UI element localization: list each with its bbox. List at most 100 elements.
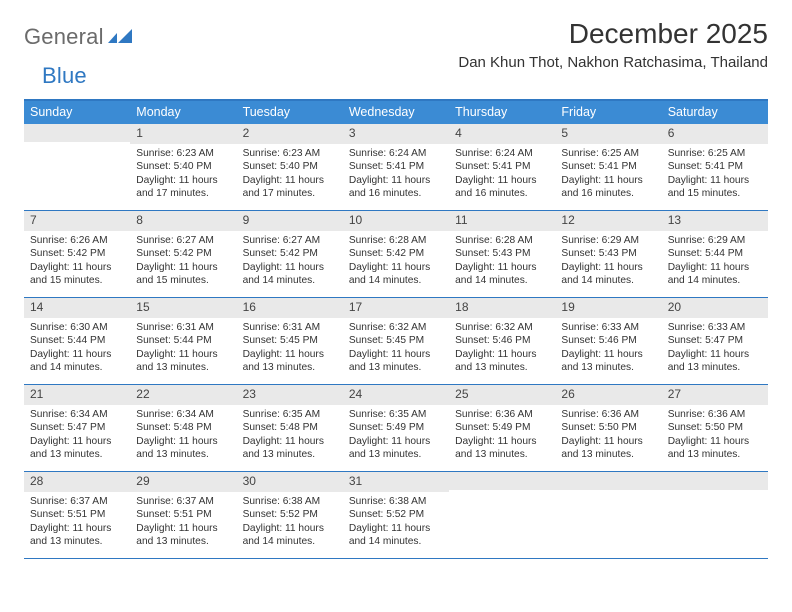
sunrise-text: Sunrise: 6:27 AM	[136, 234, 230, 247]
dayname-fri: Friday	[555, 101, 661, 124]
day-cell: 20Sunrise: 6:33 AMSunset: 5:47 PMDayligh…	[662, 298, 768, 384]
sunrise-text: Sunrise: 6:36 AM	[668, 408, 762, 421]
daylight-text: Daylight: 11 hours and 14 minutes.	[30, 348, 124, 375]
sunset-text: Sunset: 5:41 PM	[349, 160, 443, 173]
day-cell: 23 Sunrise: 6:35 AMSunset: 5:48 PMDayligh…	[237, 385, 343, 471]
day-cell: 11Sunrise: 6:28 AMSunset: 5:43 PMDayligh…	[449, 211, 555, 297]
daylight-text: Daylight: 11 hours and 13 minutes.	[455, 435, 549, 462]
day-number: 13	[662, 211, 768, 231]
day-cell: 6Sunrise: 6:25 AMSunset: 5:41 PMDaylight…	[662, 124, 768, 210]
day-cell: 9Sunrise: 6:27 AMSunset: 5:42 PMDaylight…	[237, 211, 343, 297]
day-number	[449, 472, 555, 490]
day-cell: 24Sunrise: 6:35 AMSunset: 5:49 PMDayligh…	[343, 385, 449, 471]
sunset-text: Sunset: 5:44 PM	[668, 247, 762, 260]
daylight-text: Daylight: 11 hours and 13 minutes.	[455, 348, 549, 375]
day-cell: 15Sunrise: 6:31 AMSunset: 5:44 PMDayligh…	[130, 298, 236, 384]
day-cell	[662, 472, 768, 558]
daylight-text: Daylight: 11 hours and 13 minutes.	[561, 348, 655, 375]
sunset-text: Sunset: 5:43 PM	[455, 247, 549, 260]
daylight-text: Daylight: 11 hours and 13 minutes.	[561, 435, 655, 462]
day-number: 23	[237, 385, 343, 405]
daylight-text: Daylight: 11 hours and 14 minutes.	[243, 522, 337, 549]
daylight-text: Daylight: 11 hours and 13 minutes.	[30, 522, 124, 549]
day-number	[555, 472, 661, 490]
day-number: 22	[130, 385, 236, 405]
sunset-text: Sunset: 5:51 PM	[136, 508, 230, 521]
daylight-text: Daylight: 11 hours and 13 minutes.	[136, 522, 230, 549]
sunset-text: Sunset: 5:41 PM	[561, 160, 655, 173]
sunrise-text: Sunrise: 6:36 AM	[455, 408, 549, 421]
day-number: 16	[237, 298, 343, 318]
day-number: 27	[662, 385, 768, 405]
day-number: 17	[343, 298, 449, 318]
sunrise-text: Sunrise: 6:32 AM	[349, 321, 443, 334]
sunset-text: Sunset: 5:48 PM	[136, 421, 230, 434]
sunrise-text: Sunrise: 6:33 AM	[668, 321, 762, 334]
calendar-page: General December 2025 Dan Khun Thot, Nak…	[0, 0, 792, 569]
day-number: 6	[662, 124, 768, 144]
day-number: 26	[555, 385, 661, 405]
week-row: 14Sunrise: 6:30 AMSunset: 5:44 PMDayligh…	[24, 298, 768, 385]
dayname-wed: Wednesday	[343, 101, 449, 124]
calendar-grid: Sunday Monday Tuesday Wednesday Thursday…	[24, 99, 768, 559]
sunset-text: Sunset: 5:44 PM	[136, 334, 230, 347]
sunset-text: Sunset: 5:45 PM	[243, 334, 337, 347]
sunset-text: Sunset: 5:41 PM	[455, 160, 549, 173]
sunset-text: Sunset: 5:42 PM	[349, 247, 443, 260]
daylight-text: Daylight: 11 hours and 14 minutes.	[668, 261, 762, 288]
day-number: 28	[24, 472, 130, 492]
day-number: 9	[237, 211, 343, 231]
daylight-text: Daylight: 11 hours and 15 minutes.	[30, 261, 124, 288]
sunset-text: Sunset: 5:50 PM	[668, 421, 762, 434]
daylight-text: Daylight: 11 hours and 14 minutes.	[349, 522, 443, 549]
day-cell: 10Sunrise: 6:28 AMSunset: 5:42 PMDayligh…	[343, 211, 449, 297]
sunrise-text: Sunrise: 6:35 AM	[349, 408, 443, 421]
sunrise-text: Sunrise: 6:36 AM	[561, 408, 655, 421]
daylight-text: Daylight: 11 hours and 14 minutes.	[349, 261, 443, 288]
daylight-text: Daylight: 11 hours and 17 minutes.	[136, 174, 230, 201]
daylight-text: Daylight: 11 hours and 15 minutes.	[668, 174, 762, 201]
sunset-text: Sunset: 5:50 PM	[561, 421, 655, 434]
sunrise-text: Sunrise: 6:34 AM	[30, 408, 124, 421]
location-text: Dan Khun Thot, Nakhon Ratchasima, Thaila…	[458, 54, 768, 71]
weeks-container: 1Sunrise: 6:23 AMSunset: 5:40 PMDaylight…	[24, 124, 768, 559]
dayname-tue: Tuesday	[237, 101, 343, 124]
day-cell	[24, 124, 130, 210]
sunset-text: Sunset: 5:49 PM	[349, 421, 443, 434]
sunset-text: Sunset: 5:48 PM	[243, 421, 337, 434]
sunset-text: Sunset: 5:44 PM	[30, 334, 124, 347]
day-number: 5	[555, 124, 661, 144]
sunrise-text: Sunrise: 6:29 AM	[668, 234, 762, 247]
dayname-sat: Saturday	[662, 101, 768, 124]
sunrise-text: Sunrise: 6:30 AM	[30, 321, 124, 334]
day-cell: 18Sunrise: 6:32 AMSunset: 5:46 PMDayligh…	[449, 298, 555, 384]
daylight-text: Daylight: 11 hours and 16 minutes.	[455, 174, 549, 201]
sunrise-text: Sunrise: 6:24 AM	[455, 147, 549, 160]
daylight-text: Daylight: 11 hours and 13 minutes.	[136, 348, 230, 375]
day-number: 20	[662, 298, 768, 318]
dayname-thu: Thursday	[449, 101, 555, 124]
day-number: 10	[343, 211, 449, 231]
sunrise-text: Sunrise: 6:31 AM	[136, 321, 230, 334]
day-number: 31	[343, 472, 449, 492]
sunrise-text: Sunrise: 6:33 AM	[561, 321, 655, 334]
logo: General	[24, 18, 136, 50]
daylight-text: Daylight: 11 hours and 13 minutes.	[243, 435, 337, 462]
day-number	[24, 124, 130, 142]
dayname-sun: Sunday	[24, 101, 130, 124]
logo-mark-icon	[108, 27, 134, 47]
sunrise-text: Sunrise: 6:28 AM	[455, 234, 549, 247]
sunrise-text: Sunrise: 6:37 AM	[136, 495, 230, 508]
daylight-text: Daylight: 11 hours and 13 minutes.	[349, 435, 443, 462]
day-cell: 29Sunrise: 6:37 AMSunset: 5:51 PMDayligh…	[130, 472, 236, 558]
day-number	[662, 472, 768, 490]
sunrise-text: Sunrise: 6:35 AM	[243, 408, 337, 421]
daylight-text: Daylight: 11 hours and 13 minutes.	[668, 435, 762, 462]
day-number: 8	[130, 211, 236, 231]
day-cell: 28Sunrise: 6:37 AMSunset: 5:51 PMDayligh…	[24, 472, 130, 558]
week-row: 21Sunrise: 6:34 AMSunset: 5:47 PMDayligh…	[24, 385, 768, 472]
day-cell: 27 Sunrise: 6:36 AMSunset: 5:50 PMDayligh…	[662, 385, 768, 471]
week-row: 28Sunrise: 6:37 AMSunset: 5:51 PMDayligh…	[24, 472, 768, 559]
day-number: 7	[24, 211, 130, 231]
day-cell: 8Sunrise: 6:27 AMSunset: 5:42 PMDaylight…	[130, 211, 236, 297]
